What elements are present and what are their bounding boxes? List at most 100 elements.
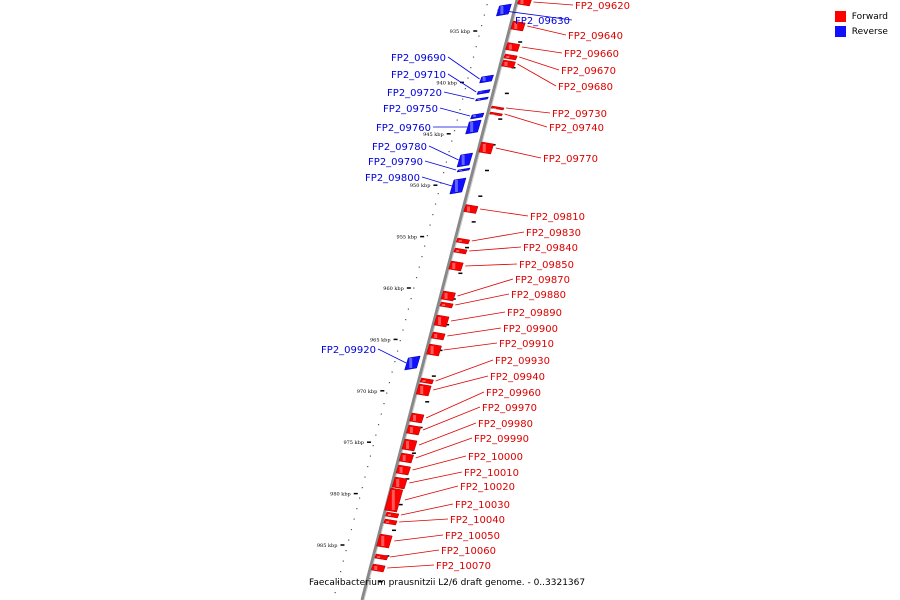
gene-label[interactable]: FP2_09850 [519, 260, 574, 271]
gene-feature[interactable] [455, 237, 471, 245]
gene-feature[interactable] [517, 0, 532, 7]
gene-shading [422, 380, 426, 382]
gene-label[interactable]: FP2_09770 [543, 154, 598, 165]
gene-feature[interactable] [505, 42, 521, 52]
gene-feature[interactable] [448, 260, 464, 272]
gene-label[interactable]: FP2_09750 [383, 104, 438, 115]
gene-label[interactable]: FP2_09690 [391, 53, 446, 64]
gene-feature[interactable] [383, 518, 398, 526]
gene-label[interactable]: FP2_09940 [490, 372, 545, 383]
gene-feature[interactable] [370, 563, 386, 573]
gene-label[interactable]: FP2_10060 [441, 546, 496, 557]
gene-label[interactable]: FP2_09660 [564, 49, 619, 60]
gene-feature[interactable] [465, 119, 482, 135]
gene-feature[interactable] [376, 533, 393, 549]
gene-feature[interactable] [406, 424, 422, 436]
gene-feature[interactable] [426, 343, 442, 357]
gene-label[interactable]: FP2_09670 [561, 66, 616, 77]
gene-label[interactable]: FP2_09870 [515, 275, 570, 286]
gene-feature[interactable] [419, 377, 434, 385]
gene-label[interactable]: FP2_10050 [445, 531, 500, 542]
gene-label[interactable]: FP2_09880 [511, 290, 566, 301]
gene-feature[interactable] [463, 204, 479, 214]
gene-feature[interactable] [439, 301, 454, 309]
position-dot [386, 392, 388, 394]
gene-feature[interactable] [398, 452, 415, 464]
gene-label[interactable]: FP2_09760 [376, 123, 431, 134]
gene-label[interactable]: FP2_09900 [503, 324, 558, 335]
position-dot [470, 67, 472, 69]
gene-label[interactable]: FP2_09620 [575, 1, 630, 12]
gene-label[interactable]: FP2_10040 [450, 515, 505, 526]
gene-labels[interactable]: FP2_09620 FP2_09630 FP2_09640 FP2_09660 FP2_… [321, 1, 630, 572]
gene-label[interactable]: FP2_09790 [368, 157, 423, 168]
position-dot [394, 361, 396, 363]
gene-feature[interactable] [440, 290, 456, 302]
leader-line [469, 246, 522, 252]
gene-feature[interactable] [415, 383, 432, 397]
gene-label[interactable]: FP2_09920 [321, 345, 376, 356]
gene-label[interactable]: FP2_10010 [464, 468, 519, 479]
gene-label[interactable]: FP2_09720 [387, 88, 442, 99]
gene-label[interactable]: FP2_09810 [530, 212, 585, 223]
gene-label[interactable]: FP2_09680 [558, 82, 613, 93]
gene-feature[interactable] [490, 105, 505, 111]
position-dot [429, 224, 431, 226]
gene-feature[interactable] [478, 141, 495, 155]
gene-label[interactable]: FP2_10000 [468, 452, 523, 463]
gene-feature[interactable] [433, 314, 450, 328]
tick-label: 960 kbp [383, 286, 404, 292]
gene-label[interactable]: FP2_09980 [478, 419, 533, 430]
gene-feature[interactable] [495, 3, 512, 17]
gene-feature[interactable] [474, 96, 489, 102]
gene-shading [420, 386, 424, 394]
gene-feature[interactable] [479, 74, 494, 84]
gene-feature[interactable] [501, 59, 516, 69]
gene-label[interactable]: FP2_09730 [552, 109, 607, 120]
gene-label[interactable]: FP2_09970 [482, 403, 537, 414]
leader-line [533, 1, 574, 6]
gene-shading [442, 304, 446, 306]
gene-feature[interactable] [374, 553, 389, 561]
gene-label[interactable]: FP2_09910 [499, 339, 554, 350]
gene-feature[interactable] [456, 167, 471, 173]
gene-label[interactable]: FP2_10070 [436, 561, 491, 572]
gene-label[interactable]: FP2_09800 [365, 173, 420, 184]
gene-feature[interactable] [503, 53, 518, 61]
gene-feature[interactable] [456, 152, 474, 168]
gene-shading [461, 155, 465, 165]
gene-feature[interactable] [401, 438, 418, 452]
gene-label[interactable]: FP2_09930 [495, 356, 550, 367]
gene-feature[interactable] [384, 487, 404, 513]
leader-line [404, 485, 459, 501]
gene-features [370, 0, 532, 573]
gene-label[interactable]: FP2_09960 [486, 388, 541, 399]
gene-label[interactable]: FP2_09890 [507, 308, 562, 319]
gene-feature[interactable] [453, 247, 468, 255]
gene-label[interactable]: FP2_09640 [568, 31, 623, 42]
gene-label[interactable]: FP2_09830 [526, 228, 581, 239]
gene-label[interactable]: FP2_10030 [455, 500, 510, 511]
gene-feature[interactable] [489, 111, 503, 117]
position-dot [339, 571, 342, 573]
gene-feature[interactable] [449, 177, 467, 195]
leader-line [495, 147, 542, 159]
gene-label[interactable]: FP2_09780 [372, 142, 427, 153]
gene-feature[interactable] [430, 331, 446, 341]
gene-label[interactable]: FP2_09740 [549, 123, 604, 134]
gene-feature[interactable] [409, 412, 425, 424]
gene-label[interactable]: FP2_10020 [460, 482, 515, 493]
leader-line [447, 56, 480, 80]
gene-feature[interactable] [404, 355, 421, 371]
gene-label[interactable]: FP2_09710 [391, 70, 446, 81]
gene-label[interactable]: FP2_09840 [523, 243, 578, 254]
gene-feature[interactable] [395, 464, 411, 476]
gene-label[interactable]: FP2_09990 [474, 434, 529, 445]
gene-feature[interactable] [470, 112, 485, 120]
gene-feature[interactable] [391, 476, 408, 490]
gene-label[interactable]: FP2_09630 [515, 16, 570, 27]
gene-feature[interactable] [510, 20, 526, 32]
gene-feature[interactable] [476, 89, 491, 95]
gene-shading [413, 415, 417, 421]
gene-feature[interactable] [385, 511, 400, 519]
